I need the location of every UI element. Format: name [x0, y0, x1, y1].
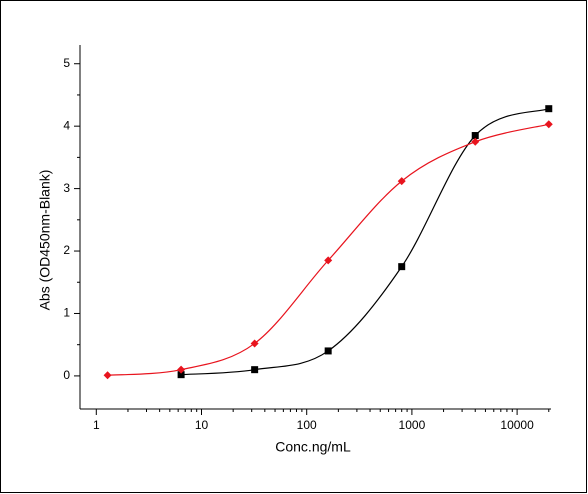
y-tick-label: 4	[63, 118, 70, 132]
y-tick-label: 1	[63, 306, 70, 320]
point	[250, 339, 259, 348]
point	[471, 132, 479, 140]
point	[177, 371, 185, 379]
point	[324, 347, 332, 355]
x-tick-label: 1	[93, 418, 100, 432]
y-axis-title: Abs (OD450nm-Blank)	[37, 170, 53, 311]
x-tick-label: 100	[297, 418, 317, 432]
y-tick-label: 2	[63, 243, 70, 257]
y-tick-label: 3	[63, 181, 70, 195]
point	[397, 177, 406, 186]
point	[544, 120, 553, 129]
point	[177, 365, 186, 374]
x-tick-label: 1000	[399, 418, 426, 432]
y-tick-label: 0	[63, 368, 70, 382]
point	[103, 371, 112, 380]
point	[471, 137, 480, 146]
point	[251, 366, 259, 374]
x-tick-label: 10	[195, 418, 209, 432]
x-tick-label: 10000	[500, 418, 534, 432]
x-axis-title: Conc.ng/mL	[275, 439, 351, 455]
point	[545, 105, 553, 113]
y-tick-label: 5	[63, 56, 70, 70]
point	[324, 256, 333, 265]
point	[398, 263, 406, 271]
